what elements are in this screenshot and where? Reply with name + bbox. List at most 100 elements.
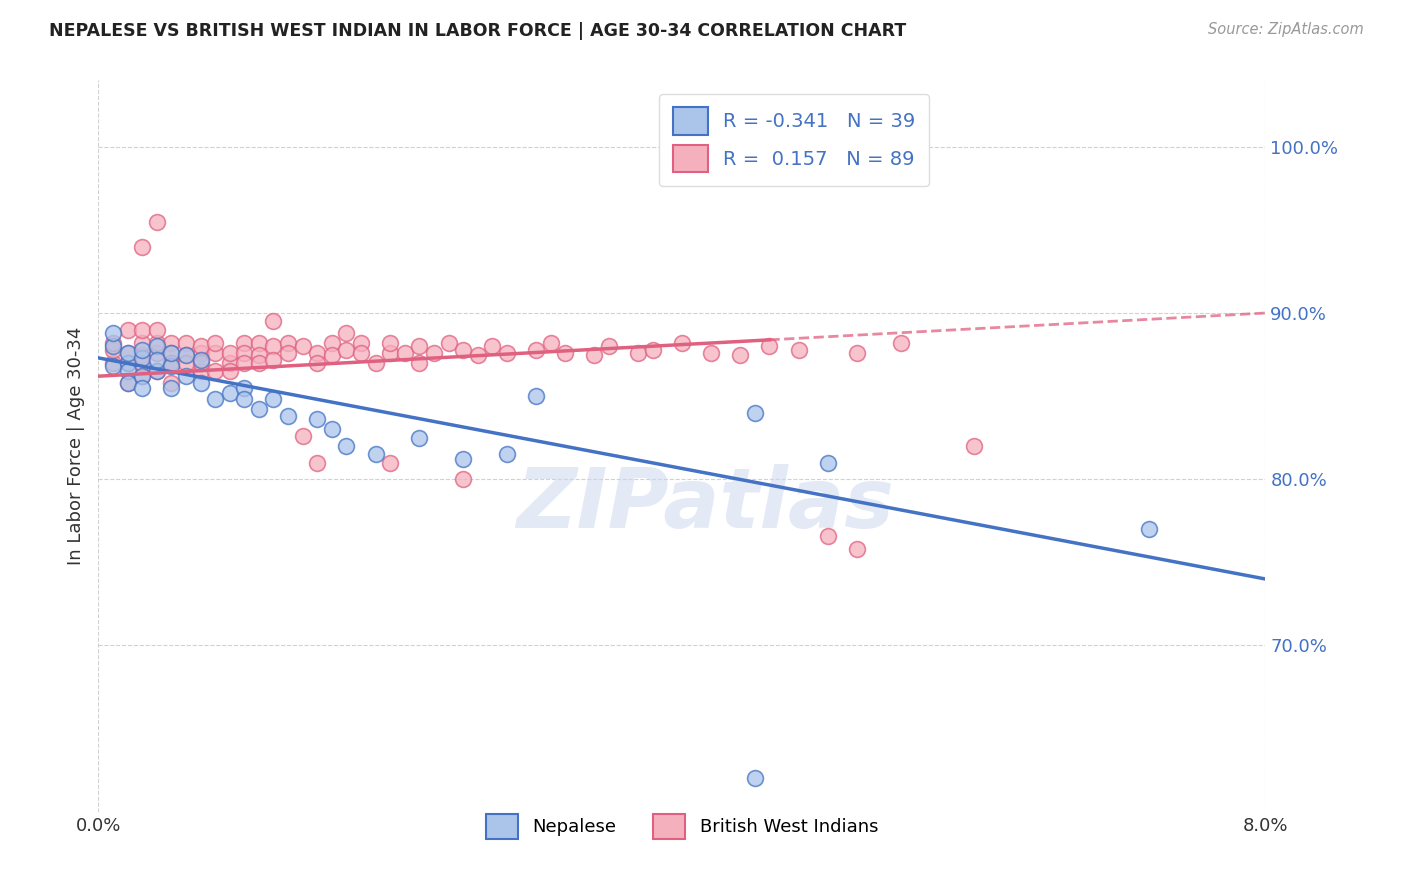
Point [364, 356, 387, 370]
Point [307, 356, 329, 370]
Point [117, 346, 139, 360]
Point [451, 452, 474, 467]
Point [524, 389, 547, 403]
Point [627, 346, 650, 360]
Point [131, 239, 153, 253]
Point [174, 369, 197, 384]
Point [583, 348, 606, 362]
Point [190, 346, 212, 360]
Point [131, 351, 153, 365]
Point [131, 323, 153, 337]
Point [233, 356, 256, 370]
Point [160, 335, 183, 350]
Point [467, 348, 489, 362]
Point [101, 343, 124, 357]
Point [307, 346, 329, 360]
Point [174, 356, 197, 370]
Point [146, 352, 169, 367]
Point [131, 381, 153, 395]
Point [101, 339, 124, 353]
Point [641, 343, 664, 357]
Point [146, 323, 169, 337]
Point [380, 346, 402, 360]
Point [190, 339, 212, 353]
Point [131, 348, 153, 362]
Point [247, 356, 270, 370]
Point [845, 542, 868, 557]
Point [131, 343, 153, 357]
Point [131, 369, 153, 384]
Point [451, 343, 474, 357]
Point [335, 439, 357, 453]
Point [496, 447, 519, 461]
Point [204, 346, 226, 360]
Point [146, 346, 169, 360]
Point [262, 339, 284, 353]
Point [190, 352, 212, 367]
Point [204, 335, 226, 350]
Point [277, 346, 299, 360]
Point [671, 335, 693, 350]
Point [160, 346, 183, 360]
Point [218, 346, 240, 360]
Point [174, 348, 197, 362]
Point [394, 346, 416, 360]
Point [146, 364, 169, 378]
Text: ZIPatlas: ZIPatlas [516, 464, 894, 545]
Point [233, 392, 256, 407]
Point [700, 346, 723, 360]
Point [117, 323, 139, 337]
Point [117, 356, 139, 370]
Point [744, 406, 766, 420]
Point [262, 314, 284, 328]
Point [190, 376, 212, 390]
Point [598, 339, 620, 353]
Point [321, 335, 343, 350]
Point [451, 472, 474, 486]
Point [131, 335, 153, 350]
Point [204, 364, 226, 378]
Point [364, 447, 387, 461]
Point [160, 346, 183, 360]
Point [481, 339, 503, 353]
Point [247, 348, 270, 362]
Point [408, 431, 430, 445]
Point [890, 335, 912, 350]
Text: Source: ZipAtlas.com: Source: ZipAtlas.com [1208, 22, 1364, 37]
Text: NEPALESE VS BRITISH WEST INDIAN IN LABOR FORCE | AGE 30-34 CORRELATION CHART: NEPALESE VS BRITISH WEST INDIAN IN LABOR… [49, 22, 907, 40]
Point [160, 356, 183, 370]
Point [190, 364, 212, 378]
Point [101, 356, 124, 370]
Point [350, 335, 373, 350]
Point [174, 335, 197, 350]
Point [291, 429, 314, 443]
Point [335, 326, 357, 340]
Point [247, 335, 270, 350]
Point [307, 456, 329, 470]
Point [262, 352, 284, 367]
Point [524, 343, 547, 357]
Point [350, 346, 373, 360]
Point [101, 326, 124, 340]
Point [117, 356, 139, 370]
Point [117, 364, 139, 378]
Point [380, 335, 402, 350]
Point [146, 339, 169, 353]
Point [204, 392, 226, 407]
Point [408, 356, 430, 370]
Legend: Nepalese, British West Indians: Nepalese, British West Indians [478, 806, 886, 847]
Point [160, 381, 183, 395]
Point [218, 364, 240, 378]
Point [817, 456, 839, 470]
Point [335, 343, 357, 357]
Point [146, 364, 169, 378]
Point [787, 343, 810, 357]
Point [247, 402, 270, 417]
Point [218, 385, 240, 400]
Point [101, 335, 124, 350]
Point [218, 356, 240, 370]
Point [321, 422, 343, 436]
Point [321, 348, 343, 362]
Point [117, 376, 139, 390]
Point [423, 346, 446, 360]
